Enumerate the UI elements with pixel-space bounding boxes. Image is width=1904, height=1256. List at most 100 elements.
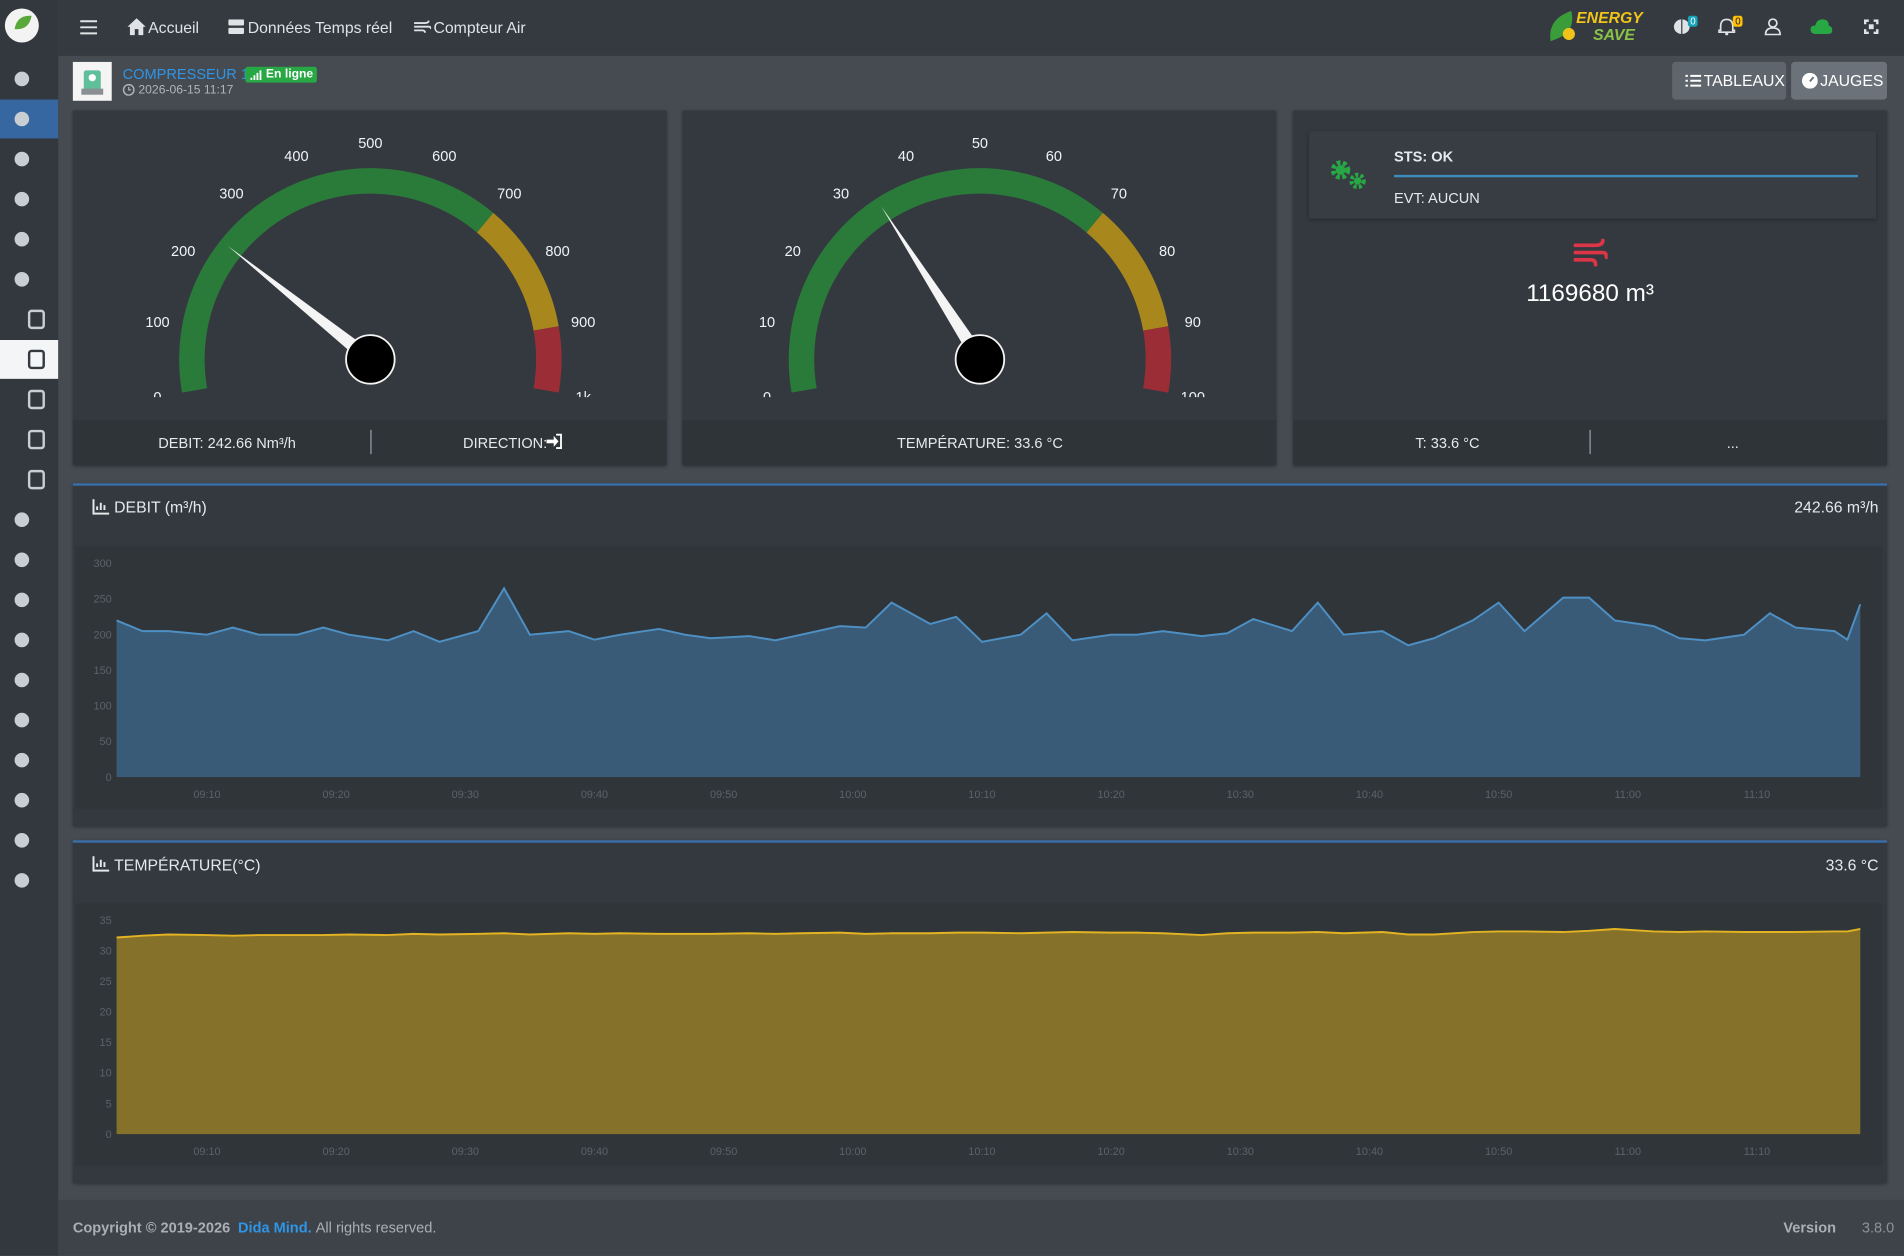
menu-icon[interactable] xyxy=(27,349,45,370)
device-icon xyxy=(72,61,112,101)
company-link[interactable]: Dida Mind. xyxy=(238,1219,312,1237)
y-tick-label: 0 xyxy=(106,772,112,784)
line xyxy=(116,586,1862,647)
badge: 0 xyxy=(1687,15,1699,27)
brain-icon[interactable] xyxy=(1673,18,1690,35)
bell-icon[interactable] xyxy=(1718,18,1736,36)
gauge-card: 0 10 20 30 40 50 60 70 80 90 100 TEMPÉRATURE: 33.6… xyxy=(682,110,1277,466)
menu-icon[interactable] xyxy=(14,71,30,87)
nav-link[interactable]: Accueil xyxy=(148,18,200,37)
footer: Copyright © 2019-2026 Dida Mind. All rig… xyxy=(58,1199,1904,1256)
menu-icon[interactable] xyxy=(14,592,30,608)
sidebar xyxy=(0,0,59,1256)
menu-icon[interactable] xyxy=(14,231,30,247)
progress-line xyxy=(1394,174,1858,178)
gauge-tick-label: 900 xyxy=(571,315,595,331)
menu-icon[interactable] xyxy=(27,469,45,490)
gauge-tick xyxy=(855,211,858,213)
current-value: 242.66 m³/h xyxy=(1794,497,1879,517)
clock-icon xyxy=(122,83,135,96)
y-tick-label: 100 xyxy=(94,701,112,713)
menu-toggle[interactable] xyxy=(80,19,98,35)
gauge-tick-label: 80 xyxy=(1159,244,1175,260)
version: 3.8.0 xyxy=(1861,1219,1895,1237)
gauge-tick-label: 700 xyxy=(497,187,521,203)
menu-icon[interactable] xyxy=(14,833,30,848)
gauges-button[interactable]: JAUGES xyxy=(1791,61,1888,100)
gauge-tick-label: 300 xyxy=(219,187,243,203)
menu-icon[interactable] xyxy=(14,151,30,167)
x-tick-label: 10:30 xyxy=(1227,789,1254,801)
gauge-tick-label: 20 xyxy=(785,244,801,260)
app-logo-leaf xyxy=(14,15,32,30)
gauge-tick-label: 90 xyxy=(1185,315,1201,331)
menu-icon[interactable] xyxy=(14,191,30,207)
x-tick-label: 09:50 xyxy=(710,789,737,801)
gears-icon xyxy=(1330,160,1366,190)
gauge-needle xyxy=(227,245,375,366)
menu-icon[interactable] xyxy=(14,552,30,568)
nav-link[interactable]: Données Temps réel xyxy=(247,18,393,37)
menu-icon[interactable] xyxy=(27,389,45,410)
x-tick-label: 10:50 xyxy=(1485,789,1512,801)
status-text: STS: OK xyxy=(1394,148,1454,166)
menu-icon[interactable] xyxy=(14,512,30,528)
menu-icon[interactable] xyxy=(14,712,30,728)
device-name[interactable]: COMPRESSEUR 1 xyxy=(122,65,249,83)
y-tick-label: 25 xyxy=(100,976,112,988)
status-badge: En ligne xyxy=(245,66,317,83)
nav-link[interactable]: Compteur Air xyxy=(433,18,526,37)
timestamp: 2026-06-15 11:17 xyxy=(138,83,234,98)
menu-icon[interactable] xyxy=(14,111,30,127)
x-tick-label: 10:00 xyxy=(839,1146,866,1158)
menu-icon[interactable] xyxy=(27,429,45,450)
x-tick-label: 10:20 xyxy=(1097,1146,1124,1158)
gauge-hub xyxy=(954,334,1006,385)
menu-icon[interactable] xyxy=(27,309,45,330)
cloud-icon[interactable] xyxy=(1810,18,1833,35)
fullscreen-icon[interactable] xyxy=(1863,19,1879,35)
gauge-tick xyxy=(245,211,248,213)
topbar: Accueil Données Temps réel Compteur Air … xyxy=(58,0,1904,56)
gauge-tick-label: 0 xyxy=(153,390,161,397)
menu-icon[interactable] xyxy=(14,632,30,648)
user-icon[interactable] xyxy=(1764,18,1781,36)
x-tick-label: 09:30 xyxy=(452,1146,479,1158)
area-chart: 0 5 10 15 20 25 30 35 09:10 09:20 09:30 09:40 09:50 1… xyxy=(75,903,1883,1166)
footer-text: T: 33.6 °C xyxy=(1415,434,1480,452)
y-tick-label: 50 xyxy=(100,736,112,748)
gauge-tick-label: 50 xyxy=(972,136,988,152)
y-tick-label: 20 xyxy=(100,1007,112,1019)
gauge-tick xyxy=(1145,262,1148,265)
menu-icon[interactable] xyxy=(14,873,30,888)
menu-icon[interactable] xyxy=(14,792,30,808)
version-label: Version xyxy=(1783,1219,1837,1237)
x-tick-label: 09:20 xyxy=(323,1146,350,1158)
gauge-tick xyxy=(1102,211,1105,213)
y-tick-label: 300 xyxy=(94,558,112,570)
copyright: Copyright © 2019-2026 xyxy=(72,1219,231,1237)
y-tick-label: 30 xyxy=(100,946,112,958)
chart-title: DEBIT (m³/h) xyxy=(114,497,207,517)
gauge-tick-label: 70 xyxy=(1111,187,1127,203)
y-tick-label: 5 xyxy=(106,1098,112,1110)
current-value: 33.6 °C xyxy=(1825,856,1879,875)
gauge-band xyxy=(1143,326,1172,393)
tables-button[interactable]: TABLEAUX xyxy=(1672,61,1787,100)
line xyxy=(116,928,1861,939)
x-tick-label: 11:00 xyxy=(1615,1146,1641,1158)
menu-icon[interactable] xyxy=(14,752,30,768)
gauge-tick-label: 400 xyxy=(284,149,308,165)
card-footer: DEBIT: 242.66 Nm³/h DIRECTION: xyxy=(72,420,667,466)
gauge-tick-label: 200 xyxy=(171,244,195,260)
gauge-band xyxy=(179,168,494,393)
card-footer: T: 33.6 °C ... xyxy=(1293,420,1888,466)
gauge-tick xyxy=(536,262,538,265)
menu-icon[interactable] xyxy=(14,272,30,287)
x-tick-label: 11:00 xyxy=(1615,789,1641,801)
list-icon xyxy=(1685,74,1702,87)
y-tick-label: 10 xyxy=(100,1068,112,1080)
menu-icon[interactable] xyxy=(14,672,30,688)
